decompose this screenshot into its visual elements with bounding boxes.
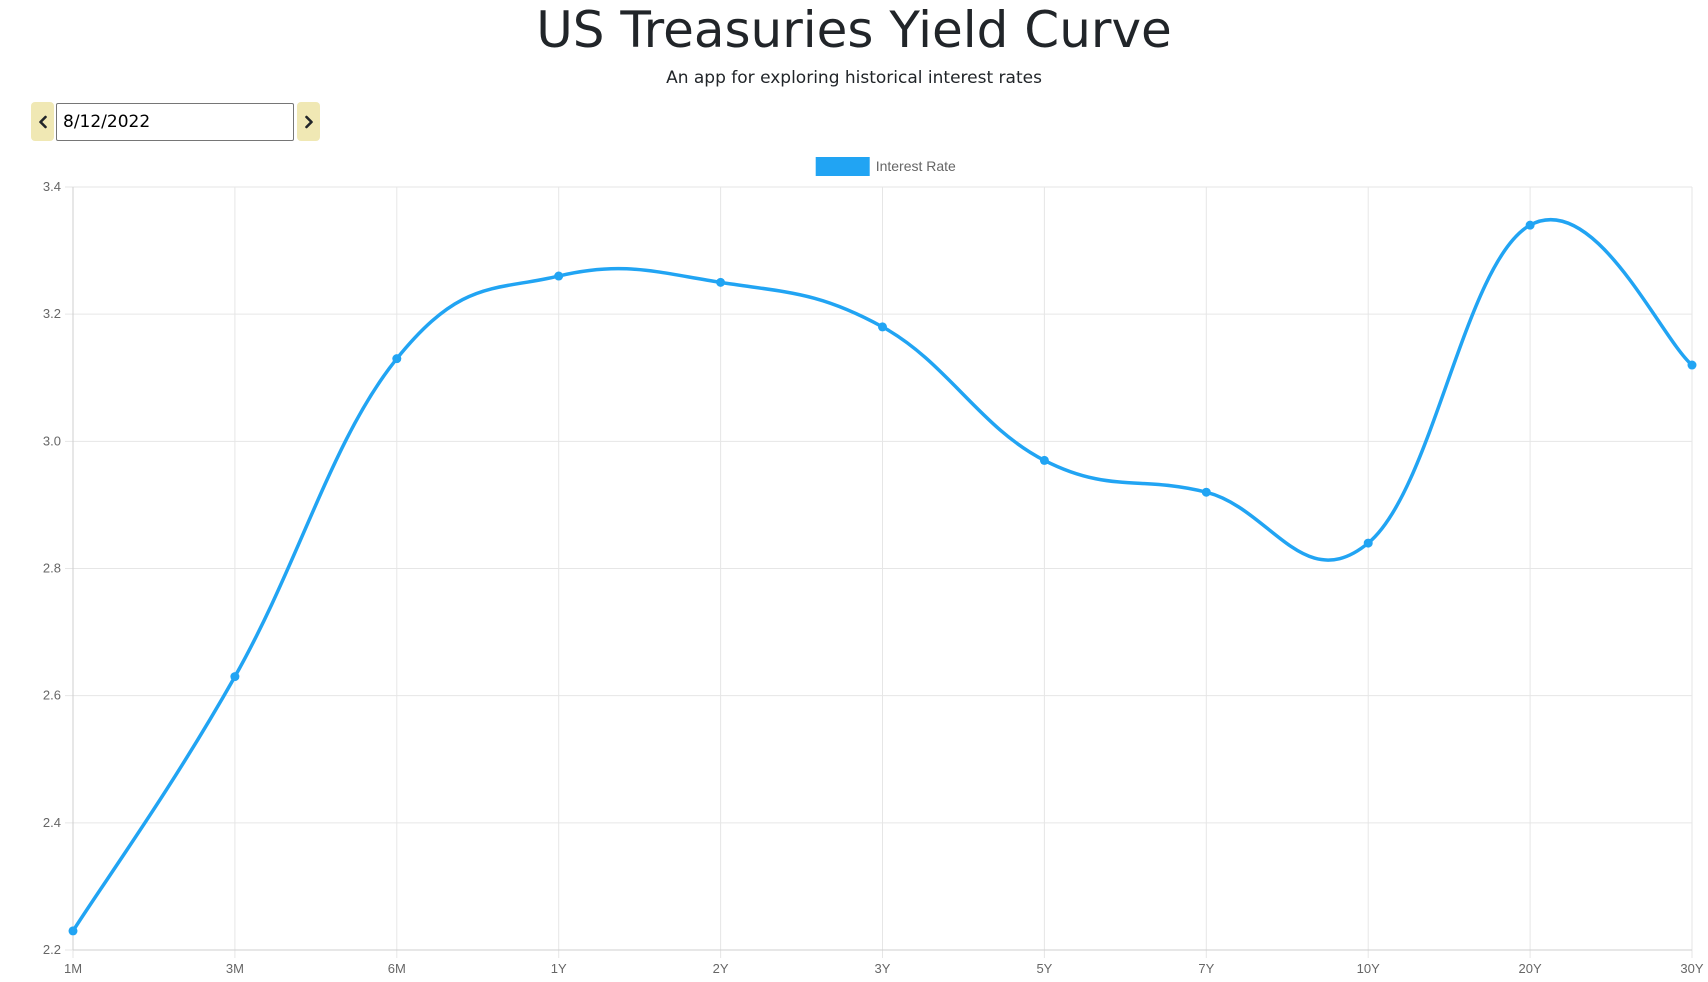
x-tick-label: 6M — [388, 961, 406, 976]
x-tick-label: 3M — [226, 961, 244, 976]
data-point — [1363, 538, 1373, 548]
data-point — [392, 354, 402, 364]
data-point — [1525, 220, 1535, 230]
x-tick-label: 1Y — [551, 961, 567, 976]
date-input[interactable] — [56, 102, 294, 141]
x-tick-label: 1M — [64, 961, 82, 976]
x-tick-label: 10Y — [1357, 961, 1380, 976]
data-point — [716, 277, 726, 287]
next-date-button[interactable] — [297, 102, 320, 141]
page-subtitle: An app for exploring historical interest… — [666, 68, 1042, 88]
y-tick-label: 3.2 — [43, 306, 61, 321]
x-tick-label: 2Y — [713, 961, 729, 976]
page-title: US Treasuries Yield Curve — [536, 1, 1172, 59]
chevron-left-icon — [38, 115, 47, 128]
x-tick-label: 30Y — [1680, 961, 1703, 976]
y-tick-label: 2.2 — [43, 942, 61, 957]
y-tick-label: 2.8 — [43, 561, 61, 576]
data-point — [68, 926, 78, 936]
x-tick-label: 20Y — [1519, 961, 1542, 976]
data-point — [1201, 487, 1211, 497]
date-navigation — [31, 102, 320, 141]
data-point — [1687, 360, 1697, 370]
chevron-right-icon — [304, 115, 313, 128]
legend-swatch — [815, 157, 870, 176]
y-tick-label: 3.4 — [43, 179, 61, 194]
x-tick-label: 5Y — [1036, 961, 1052, 976]
x-tick-label: 3Y — [875, 961, 891, 976]
previous-date-button[interactable] — [31, 102, 54, 141]
y-tick-label: 3.0 — [43, 433, 61, 448]
data-point — [554, 271, 564, 281]
data-point — [1039, 455, 1049, 465]
data-point — [230, 672, 240, 682]
y-tick-label: 2.4 — [43, 815, 61, 830]
y-tick-label: 2.6 — [43, 688, 61, 703]
data-point — [878, 322, 887, 332]
x-tick-label: 7Y — [1198, 961, 1214, 976]
legend-label: Interest Rate — [876, 158, 956, 174]
